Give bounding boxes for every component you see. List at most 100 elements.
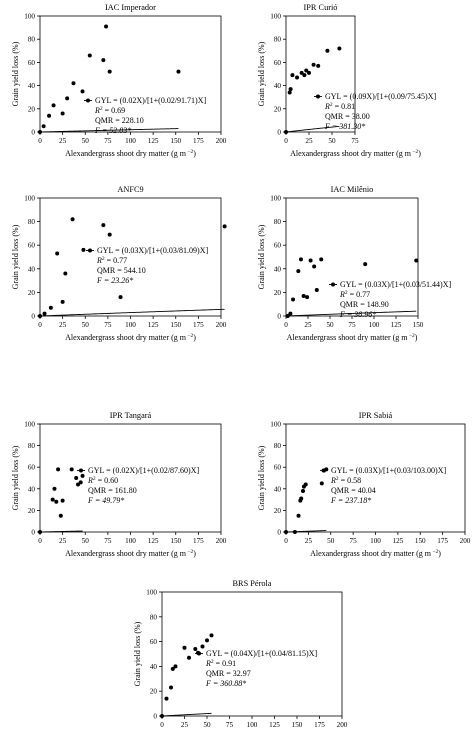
y-tick-label: 0 (31, 313, 35, 321)
x-tick-label: 150 (415, 537, 426, 545)
r2-sep: = (348, 290, 357, 299)
r2-sep: = (333, 102, 342, 111)
f-sep: = (336, 496, 345, 505)
f-symbol: F (205, 679, 211, 688)
x-tick-label: 50 (82, 537, 90, 545)
x-axis-label-sup: −2 (408, 333, 415, 339)
x-tick-label: 175 (193, 137, 204, 145)
data-point (56, 467, 61, 472)
equation-label: GYL = (88, 466, 113, 475)
x-tick-label: 175 (314, 721, 325, 729)
data-point (38, 314, 42, 318)
equation-value: (0.03X)/[1+(0.03/103.00)X] (356, 466, 447, 475)
y-tick-label: 40 (274, 485, 282, 493)
y-tick-label: 100 (270, 195, 281, 203)
equation-text: GYL = (0.03X)/[1+(0.03/103.00)X] (331, 466, 446, 475)
y-tick-label: 60 (28, 464, 36, 472)
data-point (176, 69, 181, 74)
x-axis-label-sup: −2 (186, 549, 193, 555)
data-point (292, 530, 297, 534)
data-point (60, 299, 65, 304)
y-tick-label: 100 (24, 195, 35, 203)
y-tick-label: 100 (270, 421, 281, 429)
f-value: 360.88* (219, 679, 246, 688)
r2-value: 0.81 (341, 102, 355, 111)
chart-panel-5: IPR Tangará 0 25 50 75 100 125 150 175 200 0 20 40 60… (11, 411, 227, 558)
r2-value: 0.91 (222, 659, 236, 668)
x-tick-label: 175 (193, 321, 204, 329)
qmr-text: QMR = 161.80 (88, 486, 137, 495)
fit-curve (39, 128, 179, 133)
y-tick-label: 0 (31, 129, 35, 137)
qmr-text: QMR = 148.90 (340, 300, 389, 309)
y-tick-label: 80 (28, 442, 36, 450)
chart-title: IPR Sabiá (359, 411, 393, 420)
chart-title: IPR Curió (304, 3, 338, 12)
x-tick-label: 0 (38, 137, 42, 145)
r2-value: 0.77 (356, 290, 370, 299)
x-tick-label: 200 (337, 721, 348, 729)
y-tick-label: 100 (270, 13, 281, 21)
x-axis-label: Alexandergrass shoot dry matter (g m −2) (65, 549, 196, 558)
data-point (76, 482, 81, 487)
r2-text: R2 = 0.69 (94, 106, 125, 115)
plot-frame (285, 423, 466, 533)
x-tick-label: 125 (269, 721, 280, 729)
x-tick-label: 25 (181, 721, 189, 729)
chart-panel-1: IAC Imperador 0 25 50 75 100 125 150 175 200 0 20 40… (11, 3, 227, 158)
r2-text: R2 = 0.60 (87, 476, 118, 485)
r2-sup: 2 (211, 659, 214, 665)
y-tick-label: 0 (31, 529, 35, 537)
f-value: 52.83* (109, 126, 131, 135)
f-value: 237.18* (345, 496, 371, 505)
x-tick-label: 75 (104, 321, 112, 329)
legend-marker (79, 468, 83, 473)
data-point (38, 130, 42, 134)
data-point (70, 217, 75, 222)
f-symbol: F (330, 496, 336, 505)
r2-value: 0.60 (104, 476, 118, 485)
x-tick-label: 50 (82, 321, 90, 329)
x-axis-label: Alexandergrass shoot dry matter (g m −2) (290, 149, 421, 158)
qmr-label: QMR = (325, 112, 352, 121)
legend-marker (197, 651, 201, 656)
y-tick-label: 40 (28, 485, 36, 493)
x-tick-label: 25 (305, 137, 313, 145)
y-tick-label: 20 (150, 688, 158, 696)
x-tick-label: 150 (170, 137, 181, 145)
equation-text: GYL = (0.04X)/[1+(0.04/81.15)X] (206, 649, 317, 658)
y-tick-label: 100 (24, 421, 35, 429)
x-axis-label-end: ) (193, 149, 196, 158)
data-point (319, 257, 324, 262)
chart-panel-6: IPR Sabiá 0 25 50 75 100 125 150 175 200 0 20 40 60 80… (257, 411, 471, 558)
x-axis-label-sup: −2 (431, 549, 438, 555)
y-tick-label: 0 (277, 313, 281, 321)
x-tick-label: 25 (59, 321, 67, 329)
qmr-text: QMR = 40.04 (331, 486, 376, 495)
f-symbol: F (324, 122, 330, 131)
r2-text: R2 = 0.81 (324, 102, 355, 111)
data-point (42, 311, 47, 316)
data-point (69, 467, 74, 472)
f-value: 23.26* (111, 276, 133, 285)
data-point (101, 58, 106, 63)
x-tick-label: 200 (216, 137, 227, 145)
f-text: F = 237.18* (330, 496, 371, 505)
f-symbol: F (87, 496, 93, 505)
y-tick-label: 100 (146, 589, 157, 597)
data-point (170, 666, 175, 671)
x-tick-label: 100 (369, 321, 380, 329)
qmr-label: QMR = (97, 266, 124, 275)
y-tick-label: 80 (274, 218, 282, 226)
data-point (173, 664, 178, 669)
x-tick-label: 200 (216, 321, 227, 329)
x-axis-label-text: Alexandergrass shoot dry matter (g m (290, 149, 412, 158)
x-tick-label: 0 (284, 321, 288, 329)
x-tick-label: 25 (305, 537, 313, 545)
x-tick-label: 0 (160, 721, 164, 729)
f-symbol: F (96, 276, 102, 285)
chart-panel-3: ANFC9 0 25 50 75 100 125 150 175 200 0 20 40 60 80 100 A… (11, 185, 227, 342)
qmr-label: QMR = (95, 116, 122, 125)
r2-sep: = (339, 476, 348, 485)
